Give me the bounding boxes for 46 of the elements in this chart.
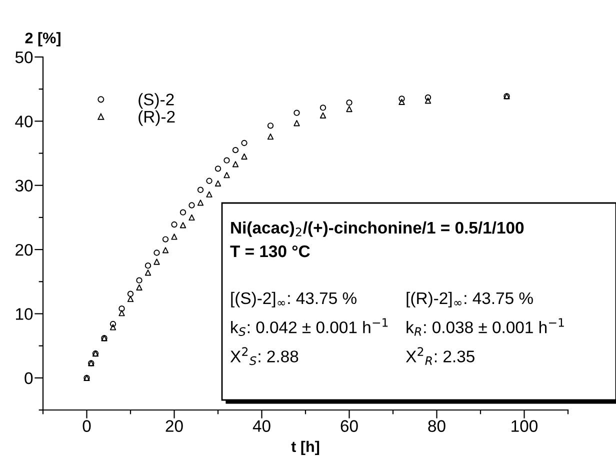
point: [118, 310, 125, 316]
annotation: [(R)-2]$_{∞}$: 43.75 %: [406, 292, 533, 308]
point: [188, 214, 195, 221]
legend-label: (S)-2: [138, 93, 174, 109]
x-tick-label: 100: [512, 420, 538, 432]
y-tick-label: 20: [16, 244, 33, 256]
point: [110, 324, 116, 330]
x-axis-title: t [h]: [291, 440, 320, 456]
point: [320, 112, 326, 118]
y-tick-label: 50: [15, 51, 33, 64]
point: [154, 258, 160, 265]
x-tick-label: 40: [252, 420, 270, 432]
y-tick-label: 40: [15, 116, 33, 128]
x-tick-label: 20: [166, 420, 183, 432]
annotation: T = 130 °C: [230, 245, 310, 258]
point: [180, 222, 186, 228]
annotation: X$^{2}$$_{S}$: 2.88: [230, 347, 298, 366]
x-tick-label: 60: [340, 420, 358, 432]
annotation: k$_{R}$: 0.038 ± 0.001 h$^{−1}$: [406, 318, 564, 336]
annotation: X$^{2}$$_{R}$: 2.35: [406, 347, 474, 365]
point: [206, 191, 212, 198]
point: [398, 98, 405, 106]
point: [136, 284, 142, 290]
point: [294, 120, 300, 126]
x-tick-label: 0: [82, 420, 91, 432]
point: [241, 153, 248, 160]
annotation: k$_{S}$: 0.042 ± 0.001 h$^{−1}$: [231, 318, 388, 336]
annotation: [(S)-2]$_{∞}$: 43.75 %: [231, 292, 356, 308]
annotation: Ni(acac)$_{2}$/(+)-cinchonine/1 = 0.5/1/100: [231, 221, 524, 237]
point: [171, 234, 178, 240]
y-tick-label: 10: [16, 308, 33, 320]
point: [127, 296, 134, 302]
point: [346, 106, 352, 112]
point: [424, 98, 432, 104]
x-tick-label: 80: [428, 420, 446, 432]
y-tick-label: 0: [24, 372, 33, 384]
point: [197, 200, 204, 206]
point: [214, 180, 222, 187]
point: [144, 270, 152, 276]
y-axis-title: 2 [%]: [25, 32, 60, 46]
legend-label: (R)-2: [138, 110, 175, 126]
y-tick-label: 30: [15, 180, 33, 192]
point: [162, 247, 169, 254]
point: [224, 172, 230, 178]
point: [232, 161, 239, 168]
point: [267, 134, 274, 140]
